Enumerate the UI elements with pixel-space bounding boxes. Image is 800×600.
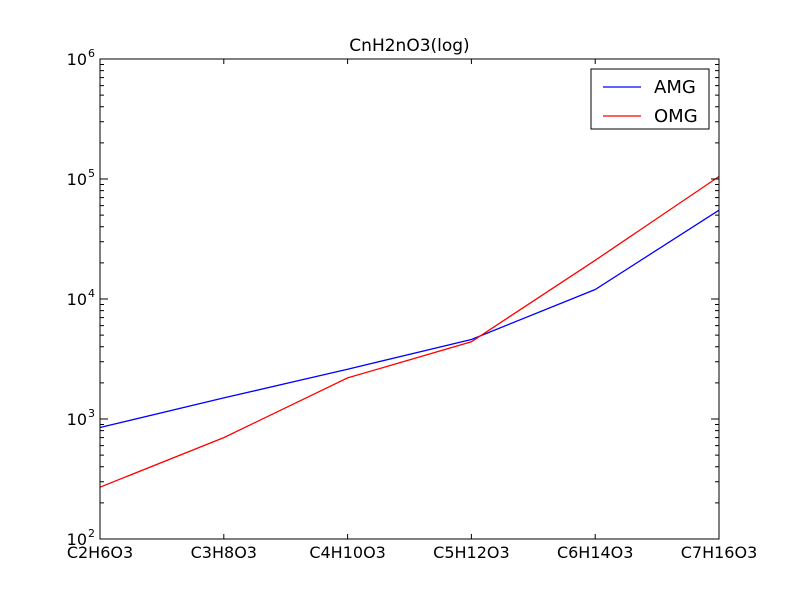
legend-label-omg: OMG xyxy=(654,106,698,127)
y-tick-label-base: 10 xyxy=(67,290,87,309)
legend-box xyxy=(590,68,710,130)
x-tick-label: C5H12O3 xyxy=(433,543,510,562)
legend: AMG OMG xyxy=(590,68,710,130)
y-tick-label-exponent: 5 xyxy=(88,167,95,180)
x-tick-label: C2H6O3 xyxy=(67,543,133,562)
y-tick-label-exponent: 2 xyxy=(88,527,95,540)
legend-label-amg: AMG xyxy=(654,77,696,98)
y-tick-label-base: 10 xyxy=(67,530,87,549)
x-tick-label: C7H16O3 xyxy=(681,543,758,562)
x-tick-label: C6H14O3 xyxy=(557,543,634,562)
x-tick-label: C3H8O3 xyxy=(191,543,257,562)
series-line-amg xyxy=(99,209,720,429)
series-layer xyxy=(99,175,720,488)
y-tick-label-base: 10 xyxy=(67,50,87,69)
chart-title: CnH2nO3(log) xyxy=(349,36,469,56)
x-tick-label: C4H10O3 xyxy=(309,543,386,562)
y-tick-label-exponent: 4 xyxy=(88,287,95,300)
y-tick-label-exponent: 6 xyxy=(88,47,95,60)
y-tick-label-base: 10 xyxy=(67,410,87,429)
y-tick-label-base: 10 xyxy=(67,170,87,189)
axes-layer: C2H6O3 C3H8O3 C4H10O3 C5H12O3 C6H14O3 C7H16O3… xyxy=(67,47,758,562)
y-tick-label-exponent: 3 xyxy=(88,407,95,420)
series-line-omg xyxy=(99,175,720,488)
